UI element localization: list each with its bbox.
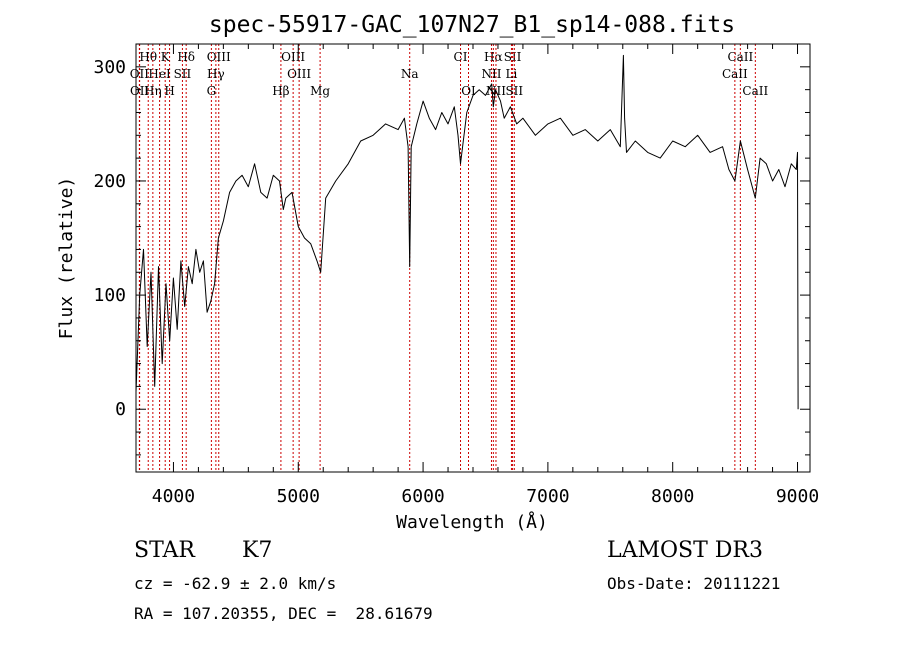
object-class: STAR [134, 538, 195, 563]
spectral-line-label: NII [481, 67, 501, 81]
spectral-line-label: CaII [742, 84, 768, 98]
spectral-line-label: G [207, 84, 217, 98]
y-tick-label: 200 [93, 171, 126, 192]
spectral-line-label: OI [461, 84, 476, 98]
x-tick-label: 7000 [526, 486, 569, 507]
chart-title: spec-55917-GAC_107N27_B1_sp14-088.fits [209, 12, 735, 38]
spectral-line-label: Mg [310, 84, 330, 98]
spectral-line-label: OIII [281, 50, 305, 64]
spectral-line-label: OIII [207, 50, 231, 64]
spectrum-series [135, 54, 799, 410]
spectral-line-label: H [164, 84, 174, 98]
spectral-line-label: Hδ [177, 50, 195, 64]
ra-dec: RA = 107.20355, DEC = 28.61679 [134, 604, 433, 623]
spectral-line-label: OIII [287, 67, 311, 81]
spectral-line-label: Hγ [207, 67, 225, 81]
spectral-line-label: CaII [722, 67, 748, 81]
x-tick-label: 8000 [651, 486, 694, 507]
plot-frame [135, 43, 811, 473]
spectral-line-label: Hη [144, 84, 162, 98]
x-axis-label: Wavelength (Å) [396, 511, 548, 533]
spectral-line-label: OII [130, 84, 150, 98]
x-tick-label: 4000 [152, 486, 195, 507]
spectral-line-label: CI [454, 50, 468, 64]
spectral-line-label: Hβ [272, 84, 289, 98]
spectral-line-label: HeI [148, 67, 171, 81]
y-axis-label: Flux (relative) [56, 177, 77, 340]
spectral-line-label: Li [506, 67, 518, 81]
object-subclass: K7 [242, 538, 273, 563]
y-tick-label: 300 [93, 57, 126, 78]
x-tick-label: 9000 [776, 486, 819, 507]
flux-line [135, 54, 799, 410]
y-tick-label: 100 [93, 285, 126, 306]
spectral-line-label: K [161, 50, 171, 64]
spectral-line-label: SII [504, 50, 522, 64]
spectral-line-label: Hθ [139, 50, 157, 64]
spectral-line-label: SII [505, 84, 523, 98]
spectral-line-label: Hα [484, 50, 503, 64]
survey-name: LAMOST DR3 [607, 538, 763, 563]
x-tick-label: 5000 [277, 486, 320, 507]
spectral-line-label: CaII [727, 50, 753, 64]
redshift-cz: cz = -62.9 ± 2.0 km/s [134, 574, 337, 593]
spectral-line-label: Na [401, 67, 419, 81]
x-axis: 4000 5000 6000 7000 8000 9000 [152, 44, 819, 507]
y-axis: 0 100 200 300 [93, 43, 810, 456]
spectral-line-label: SII [174, 67, 192, 81]
obs-date: Obs-Date: 20111221 [607, 574, 781, 593]
x-tick-label: 6000 [401, 486, 444, 507]
y-tick-label: 0 [115, 399, 126, 420]
